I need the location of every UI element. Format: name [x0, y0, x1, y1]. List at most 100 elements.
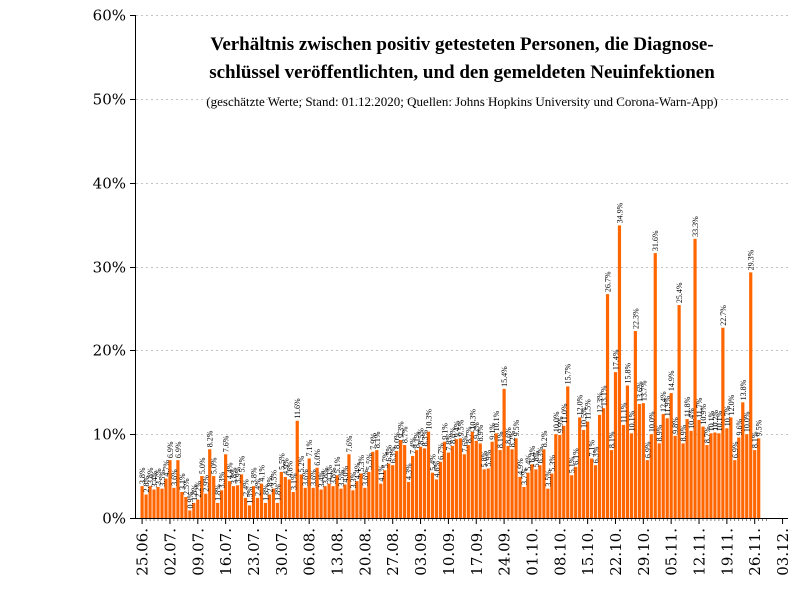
bar — [299, 474, 303, 518]
data-label: 3.3% — [218, 471, 227, 488]
x-tick-label: 22.10. — [607, 528, 625, 576]
data-label: 11.0% — [560, 403, 569, 424]
x-tick-label: 08.10. — [551, 528, 569, 576]
bar — [613, 372, 618, 518]
data-label: 26.7% — [604, 271, 613, 292]
bar — [757, 438, 761, 518]
bar — [180, 492, 184, 518]
bar — [590, 458, 594, 518]
bar — [379, 483, 383, 518]
data-label: 8.2% — [540, 430, 549, 447]
data-label: 14.9% — [667, 370, 676, 391]
bar — [196, 499, 200, 518]
data-label: 8.7% — [464, 426, 473, 443]
data-label: 3.8% — [321, 467, 330, 484]
bar — [677, 305, 681, 518]
bar — [701, 426, 705, 518]
bar — [156, 486, 160, 518]
bar — [582, 429, 586, 518]
bar — [625, 385, 630, 518]
bar — [303, 487, 307, 518]
data-label: 8.5% — [417, 428, 426, 445]
bar — [371, 451, 375, 518]
x-tick-label: 30.07. — [273, 528, 291, 576]
data-label: 1.8% — [190, 484, 199, 501]
data-label: 13.7% — [639, 380, 648, 401]
data-label: 3.9% — [234, 466, 243, 483]
bar — [633, 331, 637, 518]
x-tick-label: 09.07. — [189, 528, 207, 576]
bar — [259, 483, 264, 518]
data-label: 8.7% — [703, 426, 712, 443]
bar — [291, 492, 295, 518]
bar — [685, 419, 689, 518]
data-label: 3.1% — [178, 473, 187, 490]
bar — [601, 408, 606, 518]
data-label: 13.1% — [600, 385, 609, 406]
data-label: 3.6% — [309, 469, 318, 486]
bar — [426, 431, 431, 518]
bar — [188, 510, 192, 518]
data-label: 5.1% — [333, 456, 342, 473]
bar — [645, 460, 649, 518]
x-tick-label: 06.08. — [301, 528, 319, 576]
bar — [315, 467, 319, 518]
bar — [518, 476, 522, 518]
bar — [466, 445, 470, 518]
bar — [749, 272, 753, 518]
bar — [593, 465, 598, 518]
data-label: 5.5% — [365, 453, 374, 470]
data-label: 8.6% — [504, 427, 513, 444]
data-label: 3.6% — [301, 469, 310, 486]
data-label: 5.4% — [428, 454, 437, 471]
bar — [228, 481, 232, 518]
bar — [247, 505, 252, 518]
bar — [295, 420, 299, 518]
bar — [144, 494, 148, 518]
data-label: 3.5% — [158, 470, 167, 487]
data-label: 6.7% — [436, 443, 445, 460]
data-label: 4.9% — [281, 458, 290, 475]
data-label: 5.2% — [238, 455, 247, 472]
x-tick-label: 16.07. — [217, 528, 235, 576]
data-label: 5.5% — [277, 453, 286, 470]
bar — [339, 488, 343, 518]
data-labels: 3.8%2.8%3.8%3.4%3.7%3.5%4.7%6.9%3.6%6.9%… — [138, 202, 764, 508]
data-label: 12.3% — [596, 392, 605, 413]
bar — [629, 433, 633, 518]
data-label: 2.8% — [142, 476, 151, 493]
bar — [490, 441, 494, 518]
data-label: 6.5% — [385, 445, 394, 462]
data-label: 5.3% — [357, 455, 366, 472]
x-tick-label: 12.11. — [691, 528, 709, 576]
data-label: 8.1% — [496, 431, 505, 448]
bar — [319, 489, 323, 518]
data-label: 5.4% — [524, 454, 533, 471]
data-label: 9.4% — [452, 420, 461, 437]
bar — [693, 238, 697, 518]
bar — [271, 488, 275, 518]
bar — [597, 414, 602, 518]
bar — [172, 487, 176, 518]
bar — [331, 486, 335, 518]
data-label: 6.0% — [313, 449, 322, 466]
data-label: 4.9% — [516, 458, 525, 475]
data-label: 17.4% — [611, 349, 620, 370]
data-label: 1.5% — [246, 486, 255, 503]
data-label: 3.8% — [249, 467, 258, 484]
bar — [725, 428, 729, 518]
data-label: 12.0% — [576, 394, 585, 415]
data-label: 3.4% — [150, 471, 159, 488]
bar — [522, 486, 526, 518]
bar — [494, 433, 498, 518]
data-label: 15.7% — [564, 363, 573, 384]
bar — [717, 433, 721, 518]
bar — [283, 476, 287, 518]
x-tick-label: 02.07. — [161, 528, 179, 576]
bar — [474, 440, 478, 518]
data-label: 3.8% — [146, 467, 155, 484]
y-tick-label: 50% — [93, 91, 126, 109]
x-tick-label: 27.08. — [384, 528, 402, 576]
bar — [657, 443, 661, 518]
bar — [721, 327, 725, 518]
